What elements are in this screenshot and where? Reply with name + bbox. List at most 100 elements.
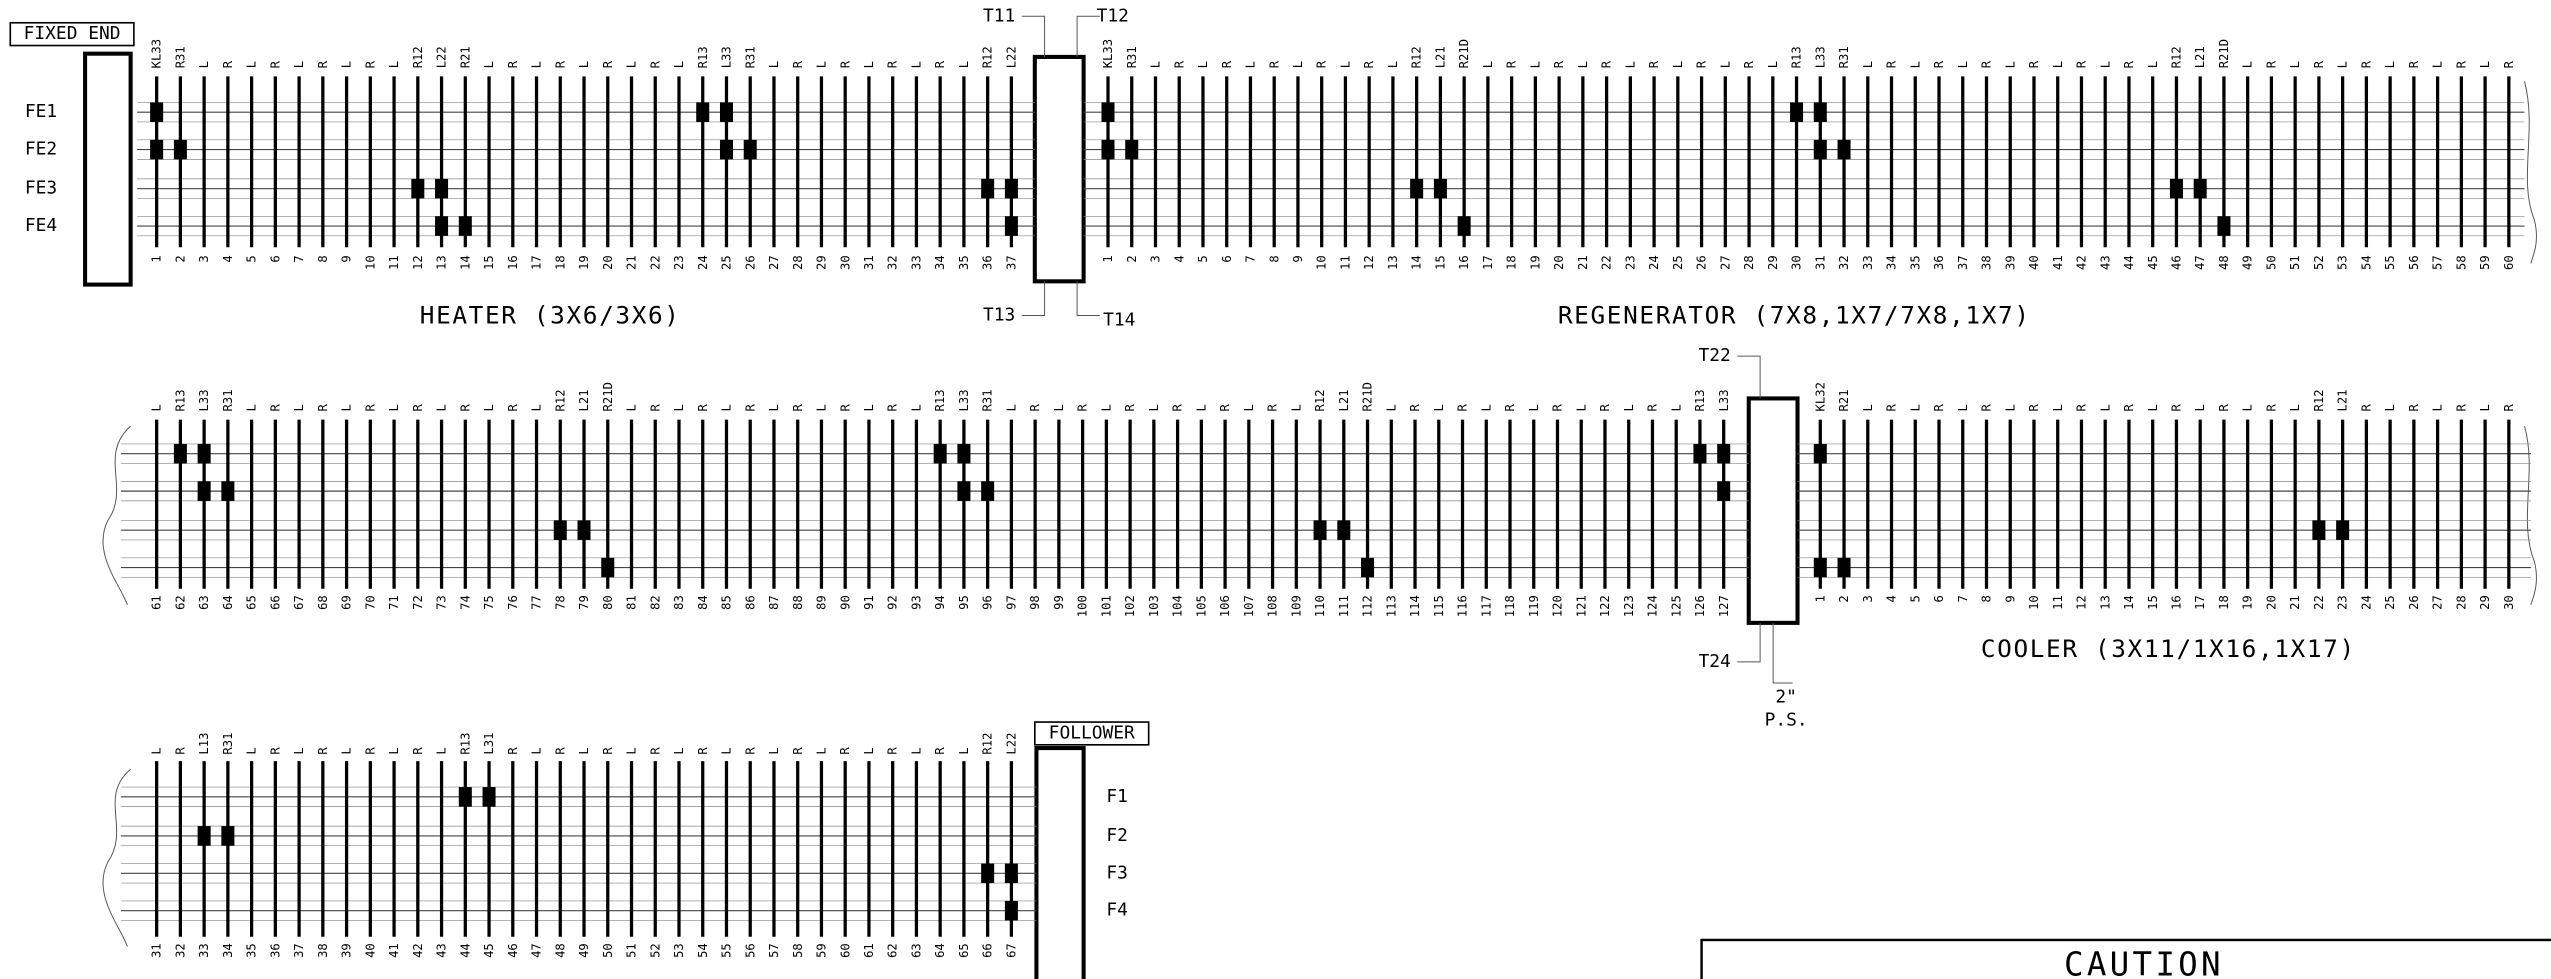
tube-number: 55 (720, 943, 734, 958)
tube-block (1790, 102, 1804, 122)
tube-tag: R (2407, 403, 2421, 411)
tube-tag: L (2146, 61, 2160, 68)
tube-tag: L (1338, 61, 1352, 68)
tube-tag: R12 (1313, 389, 1327, 411)
tube-block (981, 178, 995, 199)
tube-block (173, 139, 187, 160)
tube-tag: L22 (1004, 46, 1018, 68)
tube-number: 7 (1244, 255, 1258, 262)
tube-number: 116 (1456, 595, 1470, 617)
tube-number: 3 (1861, 595, 1875, 602)
tube-number: 12 (411, 255, 425, 270)
tube-number: 34 (1885, 255, 1899, 270)
tube-block (1717, 443, 1731, 464)
tube-tag: R (1266, 403, 1280, 411)
tube-tag: R (791, 747, 805, 755)
tube-number: 1 (1813, 595, 1827, 602)
tube-number: 8 (316, 255, 330, 262)
tube-block (1004, 216, 1018, 236)
tube-number: 61 (150, 595, 164, 610)
tube-tag: R (2075, 403, 2089, 411)
tube-tag: R (1742, 60, 1756, 68)
tube-number: 34 (221, 943, 235, 958)
tube-tag: L (720, 747, 734, 754)
tube-tag: R (1172, 60, 1186, 68)
tube-tag: L (1766, 61, 1780, 68)
tube-number: 13 (1386, 255, 1400, 270)
tube-tag: R13 (696, 46, 710, 68)
tube-tag: L (815, 61, 829, 68)
tube-number: 88 (791, 595, 805, 610)
tube-number: 60 (2502, 255, 2516, 270)
tube-number: 119 (1527, 595, 1541, 617)
f-label: F2 (1106, 825, 1128, 846)
tube-number: 15 (482, 255, 496, 270)
tube-number: 121 (1574, 595, 1588, 617)
section-title: REGENERATOR (7X8,1X7/7X8,1X7) (1558, 301, 2031, 330)
tube-number: 17 (2193, 595, 2207, 610)
tube-block (1101, 139, 1115, 160)
tube-tag: R (316, 403, 330, 411)
tube-tag: L33 (197, 389, 211, 411)
tube-number: 24 (1647, 255, 1661, 270)
tube-tag: R (886, 60, 900, 68)
plate-label: T14 (1103, 309, 1135, 330)
tube-tag: L (150, 404, 164, 411)
tube-tag: L (1242, 404, 1256, 411)
tube-number: 61 (862, 943, 876, 958)
tube-tag: R (1408, 403, 1422, 411)
tube-tag: R (506, 747, 520, 755)
tube-tag: L33 (1813, 46, 1827, 68)
tube-number: 1 (1101, 255, 1115, 262)
tube-tag: R31 (743, 46, 757, 68)
tube-tag: L (1099, 404, 1113, 411)
tube-tag: R (1551, 403, 1565, 411)
tube-block (981, 481, 995, 501)
tube-number: 70 (363, 595, 377, 610)
tube-block (2193, 178, 2207, 199)
tube-tag: R12 (1410, 46, 1424, 68)
tube-number: 21 (2288, 595, 2302, 610)
tube-number: 99 (1052, 595, 1066, 610)
tube-tag: R21D (1457, 39, 1471, 68)
tube-number: 38 (316, 943, 330, 958)
plate-label: T12 (1097, 5, 1129, 26)
tube-tag: R (1456, 403, 1470, 411)
tube-tag: R (316, 747, 330, 755)
tube-number: 2 (1125, 255, 1139, 262)
tube-number: 45 (482, 943, 496, 958)
tube-tag: L (245, 404, 259, 411)
tube-number: 92 (886, 595, 900, 610)
tube-block (1313, 520, 1327, 540)
tube-number: 44 (458, 943, 472, 958)
tube-block (458, 787, 472, 807)
tube-tag: R (2312, 60, 2326, 68)
tube-tag: R13 (458, 733, 472, 755)
tube-number: 112 (1361, 595, 1375, 617)
tube-number: 14 (2122, 595, 2136, 610)
tube-number: 82 (648, 595, 662, 610)
tube-tag: R31 (221, 389, 235, 411)
tube-number: 28 (791, 255, 805, 270)
tube-number: 10 (2027, 595, 2041, 610)
tube-number: 93 (909, 595, 923, 610)
tube-number: 45 (2146, 255, 2160, 270)
tube-block (1410, 178, 1424, 199)
tube-number: 106 (1218, 595, 1232, 617)
tube-number: 30 (838, 255, 852, 270)
break-line (102, 768, 131, 947)
tube-number: 2 (173, 255, 187, 262)
tube-number: 103 (1147, 595, 1161, 617)
tube-tag: L (2003, 61, 2017, 68)
tube-number: 6 (268, 255, 282, 262)
tube-tag: L (625, 747, 639, 754)
tube-tag: L (1576, 61, 1590, 68)
tube-number: 42 (411, 943, 425, 958)
tube-number: 22 (1600, 255, 1614, 270)
tube-number: 25 (2383, 595, 2397, 610)
tube-tag: L (767, 61, 781, 68)
tube-tag: L (292, 747, 306, 754)
tube-tag: R (838, 60, 852, 68)
tube-number: 27 (2431, 595, 2445, 610)
tube-number: 74 (458, 595, 472, 610)
